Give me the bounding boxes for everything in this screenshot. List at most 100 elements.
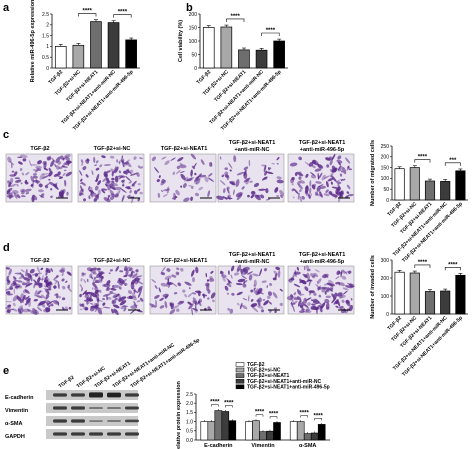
- y-tick-label: 0: [194, 66, 197, 72]
- stained-cell: [35, 295, 43, 299]
- stained-cell: [160, 272, 165, 276]
- stained-cell: [66, 191, 69, 196]
- stained-cell: [298, 156, 302, 161]
- stained-cell: [247, 295, 250, 302]
- y-tick-label: 100: [381, 294, 390, 300]
- stained-cell: [198, 174, 207, 178]
- stained-cell: [21, 282, 28, 286]
- significance-bracket: [78, 13, 97, 17]
- stained-cell: [308, 194, 311, 199]
- bar: [228, 420, 237, 441]
- stained-cell: [45, 308, 51, 313]
- caption-c-4: TGF-β2+si-NEAT1: [229, 140, 276, 146]
- significance-label: ****: [210, 400, 220, 406]
- stained-cell: [311, 165, 316, 169]
- x-tick-label: TGF-β2: [196, 69, 213, 86]
- stained-cell: [180, 173, 186, 181]
- stained-cell: [55, 165, 60, 170]
- significance-bracket: [314, 418, 322, 421]
- stained-cell: [180, 267, 184, 272]
- blot-band: [125, 419, 139, 423]
- caption-c-3: TGF-β2+si-NEAT1: [161, 146, 208, 152]
- stained-cell: [130, 270, 134, 275]
- stained-cell: [83, 198, 87, 202]
- stained-cell: [292, 271, 296, 278]
- stained-cell: [268, 167, 270, 171]
- stained-cell: [210, 270, 214, 274]
- bar: [220, 26, 233, 69]
- caption-c-4b: +anti-miR-NC: [235, 147, 270, 153]
- stained-cell: [286, 295, 294, 300]
- stained-cell: [28, 309, 36, 315]
- stained-cell: [53, 275, 60, 280]
- stained-cell: [261, 280, 267, 283]
- significance-bracket: [414, 159, 431, 163]
- stained-cell: [177, 300, 185, 305]
- stained-cell: [339, 282, 345, 287]
- bar: [255, 49, 268, 69]
- significance-label: ****: [118, 10, 128, 16]
- significance-label: ****: [269, 412, 279, 418]
- stained-cell: [169, 309, 176, 315]
- stained-cell: [135, 275, 143, 278]
- stained-cell: [19, 168, 23, 171]
- stained-cell: [20, 182, 23, 185]
- y-axis-label: Number of invaded cells: [370, 255, 376, 319]
- stained-cell: [157, 192, 161, 198]
- stained-cell: [267, 291, 273, 296]
- stained-cell: [265, 198, 271, 201]
- stained-cell: [28, 300, 32, 307]
- stained-cell: [90, 303, 94, 305]
- stained-cell: [331, 175, 337, 182]
- stained-cell: [7, 180, 11, 183]
- stained-cell: [319, 191, 322, 193]
- legend-swatch: [235, 362, 245, 367]
- blot-band: [89, 392, 103, 398]
- stained-cell: [292, 305, 295, 313]
- stained-cell: [348, 168, 352, 171]
- stained-cell: [79, 308, 83, 311]
- stained-cell: [114, 297, 118, 301]
- significance-bracket: [225, 405, 233, 408]
- stained-cell: [342, 269, 348, 275]
- stained-cell: [297, 299, 302, 307]
- stained-cell: [210, 292, 216, 299]
- stained-cell: [108, 272, 111, 275]
- stained-cell: [335, 187, 339, 195]
- stained-cell: [329, 159, 333, 166]
- stained-cell: [323, 193, 330, 197]
- stained-cell: [247, 194, 250, 198]
- blot-band: [71, 393, 85, 397]
- stained-cell: [335, 179, 343, 182]
- stained-cell: [137, 197, 141, 202]
- stained-cell: [127, 290, 133, 295]
- stained-cell: [347, 193, 354, 197]
- stained-cell: [205, 272, 208, 278]
- stained-cell: [170, 157, 176, 161]
- stained-cell: [324, 291, 327, 295]
- stained-cell: [118, 170, 122, 174]
- stained-cell: [110, 168, 115, 174]
- stained-cell: [119, 300, 127, 306]
- stained-cell: [45, 292, 50, 300]
- stained-cell: [133, 156, 137, 160]
- stained-cell: [101, 189, 106, 194]
- stained-cell: [18, 161, 23, 165]
- stained-cell: [93, 269, 97, 275]
- stained-cell: [125, 176, 131, 182]
- stained-cell: [37, 272, 42, 275]
- stained-cell: [192, 297, 198, 305]
- stained-cell: [21, 172, 24, 176]
- stained-cell: [330, 288, 334, 291]
- stained-cell: [316, 307, 318, 315]
- stained-cell: [345, 299, 350, 304]
- stained-cell: [95, 306, 103, 310]
- legend-label: TGF-β2+si-NC: [247, 368, 281, 374]
- stained-cell: [14, 285, 21, 288]
- stained-cell: [297, 289, 302, 296]
- stained-cell: [121, 296, 127, 299]
- bar: [289, 421, 298, 441]
- stained-cell: [299, 195, 303, 203]
